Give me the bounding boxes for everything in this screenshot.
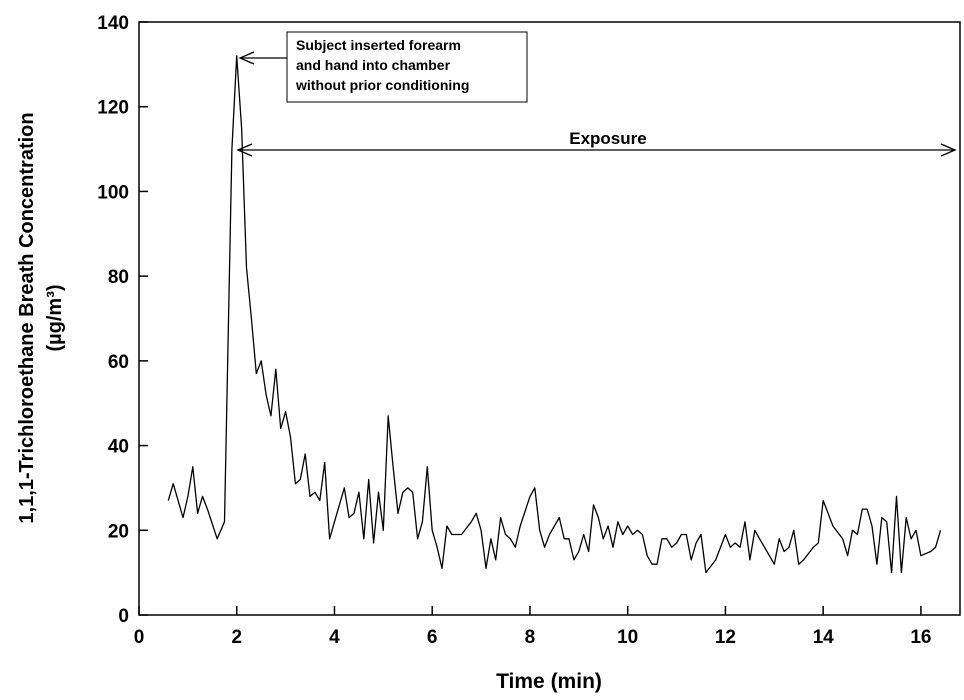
- annotation: and hand into chamber: [296, 57, 451, 73]
- y-tick-label: 0: [118, 606, 129, 627]
- x-tick-label: 14: [813, 627, 835, 648]
- arrows: [236, 51, 957, 157]
- x-tick-label: 8: [525, 627, 536, 648]
- annotation: Subject inserted forearm: [296, 37, 461, 53]
- x-tick-label: 12: [715, 627, 736, 648]
- x-tick-label: 0: [134, 627, 145, 648]
- y-tick-label: 60: [108, 352, 129, 373]
- y-tick-label: 120: [97, 98, 129, 119]
- y-axis-title: 1,1,1-Trichloroethane Breath Concentrati…: [16, 112, 38, 523]
- x-tick-label: 2: [231, 627, 242, 648]
- y-tick-label: 40: [108, 437, 129, 458]
- annotation: without prior conditioning: [295, 77, 469, 93]
- x-tick-label: 6: [427, 627, 438, 648]
- exposure-label: Exposure: [569, 129, 646, 148]
- y-tick-label: 80: [108, 267, 129, 288]
- x-tick-label: 4: [329, 627, 340, 648]
- x-tick-label: 10: [617, 627, 638, 648]
- x-tick-label: 16: [910, 627, 931, 648]
- plot-frame: [138, 21, 961, 616]
- y-tick-label: 100: [97, 182, 129, 203]
- data-line: [167, 55, 942, 574]
- y-tick-label: 20: [108, 521, 129, 542]
- x-axis-title: Time (min): [496, 670, 602, 693]
- y-axis-unit: (µg/m³): [44, 284, 66, 351]
- annotation-box: [286, 31, 528, 103]
- y-tick-label: 140: [97, 13, 129, 34]
